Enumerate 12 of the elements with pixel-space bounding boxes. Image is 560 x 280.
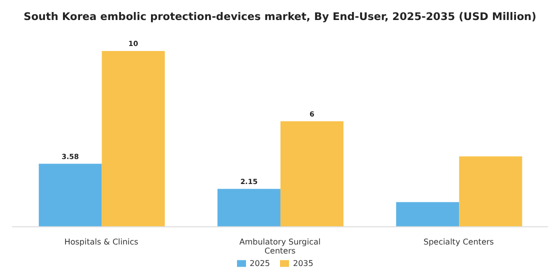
chart-title: South Korea embolic protection-devices market, By End-User, 2025-2035 (USD Million) — [22, 10, 538, 25]
bar — [396, 202, 460, 227]
bar — [459, 156, 522, 227]
x-tick-label: Specialty Centers — [423, 238, 494, 247]
bar — [38, 164, 102, 227]
bar — [280, 121, 344, 227]
x-tick-label: Ambulatory Surgical Centers — [239, 238, 321, 256]
x-tick-label: Hospitals & Clinics — [64, 238, 138, 247]
bar — [217, 188, 280, 227]
legend-label: 2025 — [250, 258, 270, 268]
legend-label: 2035 — [293, 258, 314, 268]
bar — [102, 51, 165, 227]
